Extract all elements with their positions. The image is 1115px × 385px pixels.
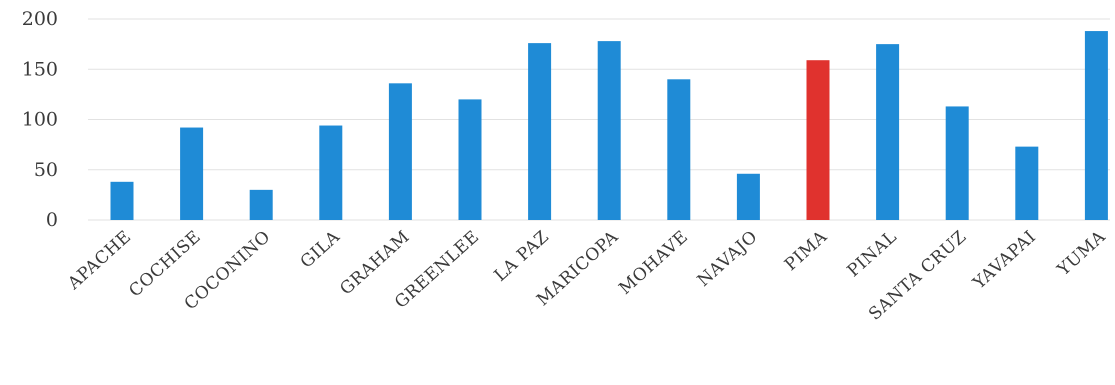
bar-pinal — [876, 44, 900, 220]
x-category-label: PIMA — [781, 227, 832, 275]
bar-apache — [110, 181, 134, 220]
y-axis: 0 50 100 150 200 — [22, 8, 58, 231]
y-tick-label: 100 — [22, 109, 58, 131]
bar-santa-cruz — [945, 106, 969, 220]
x-category-label: MOHAVE — [615, 227, 692, 299]
x-category-label: GILA — [297, 227, 345, 273]
bars — [110, 31, 1108, 221]
x-category-label: LA PAZ — [491, 227, 553, 286]
x-category-label: YAVAPAI — [969, 227, 1040, 294]
y-tick-label: 50 — [34, 159, 58, 181]
bar-mohave — [667, 79, 691, 220]
bar-yavapai — [1015, 146, 1039, 220]
x-category-label: APACHE — [63, 227, 135, 295]
bar-maricopa — [597, 41, 621, 220]
bar-gila — [319, 125, 343, 220]
bar-yuma — [1084, 31, 1108, 221]
x-category-label: NAVAJO — [694, 227, 762, 291]
bar-greenlee — [458, 99, 482, 220]
bar-la-paz — [528, 43, 552, 221]
x-category-label: PINAL — [844, 227, 901, 281]
y-tick-label: 200 — [22, 8, 58, 30]
bar-navajo — [736, 173, 760, 220]
bar-graham — [388, 83, 412, 220]
y-tick-label: 150 — [22, 58, 58, 80]
y-tick-label: 0 — [46, 209, 58, 231]
bar-cochise — [180, 127, 204, 220]
bar-coconino — [249, 189, 273, 220]
x-category-label: YUMA — [1053, 227, 1110, 281]
bar-pima — [806, 60, 830, 220]
